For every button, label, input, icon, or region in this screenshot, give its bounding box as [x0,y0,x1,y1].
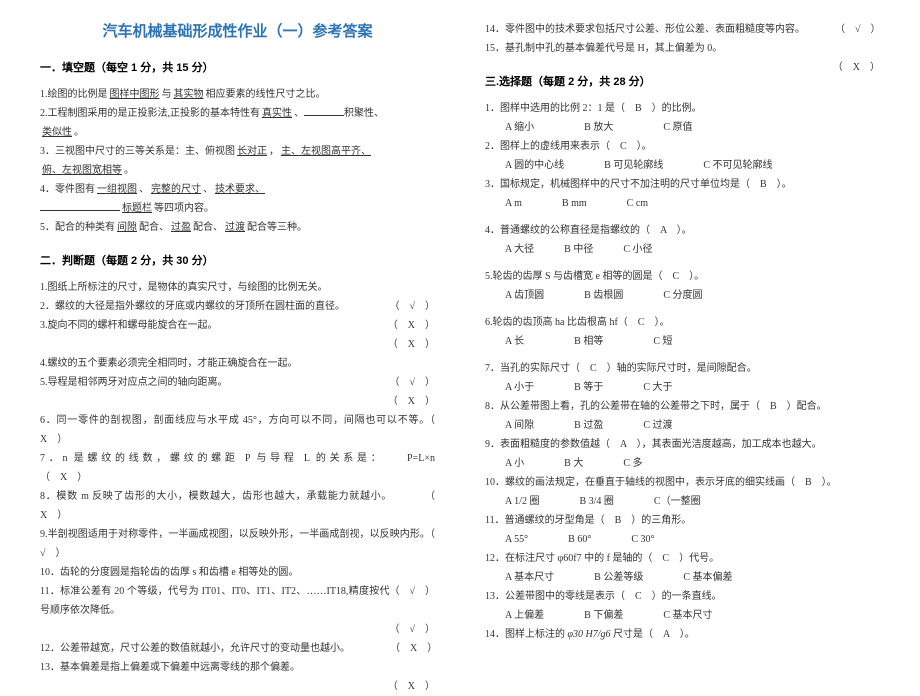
q3-9o: A 小 B 大 C 多 [485,454,880,473]
q2-11: 11．标准公差有 20 个等级，代号为 IT01、IT0、IT1、IT2、……I… [40,582,435,620]
q2-2: 2．螺纹的大径是指外螺纹的牙底或内螺纹的牙顶所在圆柱面的直径。（ X ） [40,297,435,316]
section1-header: 一．填空题（每空 1 分，共 15 分） [40,59,435,75]
q2-4: 4.螺纹的五个要素必须完全相同时，才能正确旋合在一起。 [40,354,435,373]
q3-4: 4．普通螺纹的公称直径是指螺纹的（ A ）。 [485,221,880,240]
q2-5m: （ X ） [40,392,435,411]
section2-header: 二．判断题（每题 2 分，共 30 分） [40,252,435,268]
q1-5: 5．配合的种类有间隙配合、过盈配合、过渡配合等三种。 [40,218,435,237]
q2-14: 14．零件图中的技术要求包括尺寸公差、形位公差、表面粗糙度等内容。 （ √ ） [485,20,880,39]
q2-5: 5.导程是相邻两牙对应点之间的轴向距离。 [40,373,435,392]
q3-10: 10．螺纹的画法规定，在垂直于轴线的视图中，表示牙底的细实线画（ B ）。 [485,473,880,492]
formula-text: φ30 H7/g6 [568,629,611,640]
q3-2o: A 圆的中心线 B 可见轮廓线 C 不可见轮廓线 [485,156,880,175]
q3-1: 1．图样中选用的比例 2：1 是（ B ）的比例。 [485,99,880,118]
q3-12o: A 基本尺寸 B 公差等级 C 基本偏差 [485,568,880,587]
q3-3: 3．国标规定，机械图样中的尺寸不加注明的尺寸单位均是（ B ）。 [485,175,880,194]
document-title: 汽车机械基础形成性作业（一）参考答案 [40,20,435,41]
q3-2: 2．图样上的虚线用来表示（ C ）。 [485,137,880,156]
q3-11o: A 55° B 60° C 30° [485,530,880,549]
q2-9: 9.半剖视图适用于对称零件，一半画成视图，以反映外形，一半画成剖视，以反映内形。… [40,525,435,563]
q3-9: 9．表面粗糙度的参数值越（ A ），其表面光洁度越高，加工成本也越大。 [485,435,880,454]
q2-3m: （ X ） [40,335,435,354]
q1-3: 3．三视图中尺寸的三等关系是：主、俯视图长对正，主、左视图高平齐、 [40,142,435,161]
q3-8: 8．从公差带图上看，孔的公差带在轴的公差带之下时，属于（ B ）配合。 [485,397,880,416]
q3-6: 6.轮齿的齿顶高 ha 比齿根高 hf（ C ）。 [485,313,880,332]
left-column: 汽车机械基础形成性作业（一）参考答案 一．填空题（每空 1 分，共 15 分） … [30,20,460,617]
q2-1: 1.图纸上所标注的尺寸，是物体的真实尺寸，与绘图的比例无关。 [40,278,435,297]
q2-13: 13．基本偏差是指上偏差或下偏差中远离零线的那个偏差。 [40,658,435,677]
q3-7o: A 小于 B 等于 C 大于 [485,378,880,397]
q2-12: 12．公差带越宽，尺寸公差的数值就越小，允许尺寸的变动量也越小。 （ X ） [40,639,435,658]
q3-10o: A 1/2 圈 B 3/4 圈 C（一整圈 [485,492,880,511]
q1-3b: 俯、左视图宽相等。 [40,161,435,180]
q2-8: 8．模数 m 反映了齿形的大小，模数越大，齿形也越大，承载能力就越小。 （ X … [40,487,435,525]
q3-4o: A 大径 B 中径 C 小径 [485,240,880,259]
q3-14: 14．图样上标注的 φ30 H7/g6 尺寸是（ A ）。 [485,625,880,644]
q2-15: 15．基孔制中孔的基本偏差代号是 H，其上偏差为 0。 [485,39,880,58]
q3-3o: A m B mm C cm [485,194,880,213]
right-column: 14．零件图中的技术要求包括尺寸公差、形位公差、表面粗糙度等内容。 （ √ ） … [460,20,890,617]
q1-4b: 标题栏等四项内容。 [40,199,435,218]
q2-7: 7．n 是螺纹的线数，螺纹的螺距 P 与导程 L 的关系是： P=L×n （ X… [40,449,435,487]
q3-13: 13．公差带图中的零线是表示（ C ）的一条直线。 [485,587,880,606]
q1-2: 2.工程制图采用的是正投影法,正投影的基本特性有真实性、积聚性、 [40,104,435,123]
q2-6: 6．同一零件的剖视图，剖面线应与水平成 45°，方向可以不同，间隔也可以不等。（… [40,411,435,449]
q3-7: 7．当孔的实际尺寸（ C ）轴的实际尺寸时，是间隙配合。 [485,359,880,378]
q3-12: 12．在标注尺寸 φ60f7 中的 f 是轴的（ C ）代号。 [485,549,880,568]
q2-11m: （ √ ） [40,620,435,639]
q1-4: 4．零件图有一组视图、完整的尺寸、技术要求、 [40,180,435,199]
q2-10: 10．齿轮的分度圆是指轮齿的齿厚 s 和齿槽 e 相等处的圆。 [40,563,435,582]
q3-6o: A 长 B 相等 C 短 [485,332,880,351]
q1-2b: 类似性。 [40,123,435,142]
q2-3: 3.旋向不同的螺杆和螺母能旋合在一起。 [40,316,435,335]
q3-5: 5.轮齿的齿厚 S 与齿槽宽 e 相等的圆是（ C ）。 [485,267,880,286]
q3-13o: A 上偏差 B 下偏差 C 基本尺寸 [485,606,880,625]
q3-11: 11．普通螺纹的牙型角是（ B ）的三角形。 [485,511,880,530]
q3-1o: A 缩小 B 放大 C 原值 [485,118,880,137]
q1-1: 1.绘图的比例是图样中图形与其实物相应要素的线性尺寸之比。 [40,85,435,104]
section3-header: 三.选择题（每题 2 分，共 28 分） [485,73,880,89]
q3-8o: A 间隙 B 过盈 C 过渡 [485,416,880,435]
q3-5o: A 齿顶圆 B 齿根圆 C 分度圆 [485,286,880,305]
